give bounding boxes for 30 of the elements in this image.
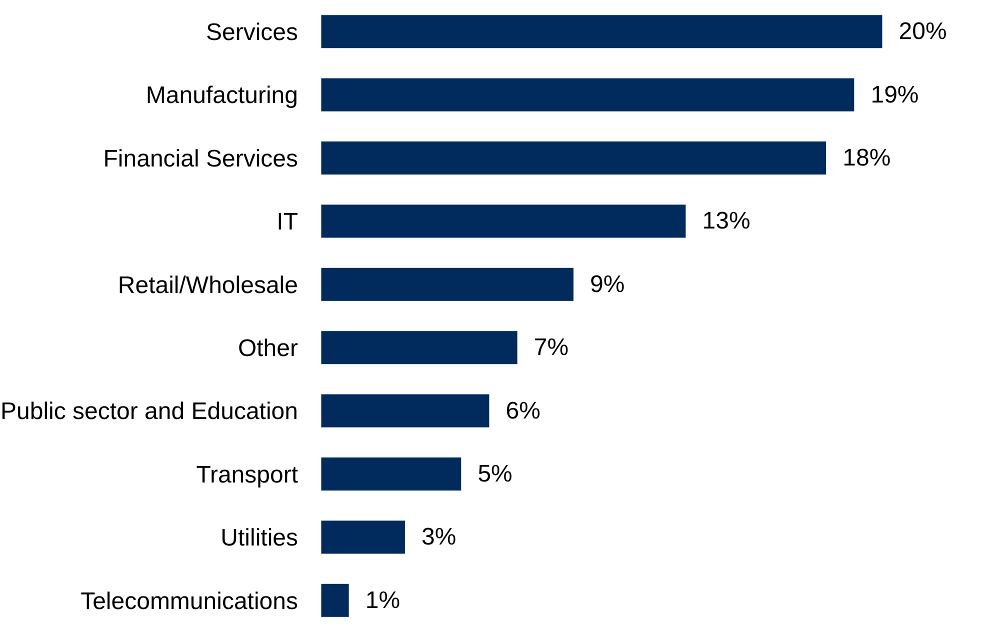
bar <box>321 330 518 365</box>
y-tick-label: Manufacturing <box>146 82 298 110</box>
y-tick-label: Services <box>206 19 298 46</box>
data-label: 6% <box>492 397 540 424</box>
y-tick-label: IT <box>276 208 298 236</box>
y-tick-label: Transport <box>196 461 298 488</box>
data-label: 1% <box>352 586 400 614</box>
y-tick-label: Retail/Wholesale <box>118 272 298 299</box>
data-label: 20% <box>885 18 947 46</box>
data-label: 9% <box>576 270 625 298</box>
y-tick-label: Other <box>238 335 298 362</box>
data-label: 7% <box>520 334 569 362</box>
bar <box>321 78 855 112</box>
y-tick-label: Financial Services <box>103 145 298 172</box>
y-tick-label: Telecommunications <box>80 588 298 615</box>
data-label: 18% <box>829 144 891 172</box>
data-label: 3% <box>408 524 456 551</box>
bar <box>321 267 574 302</box>
data-label: 5% <box>464 460 512 488</box>
bar <box>321 583 350 618</box>
data-label: 13% <box>688 208 750 235</box>
bar <box>321 457 462 491</box>
bar <box>321 204 686 238</box>
data-label: 19% <box>857 81 919 108</box>
bar <box>321 141 827 175</box>
y-tick-label: Utilities <box>220 524 298 552</box>
bar <box>321 520 406 554</box>
bar <box>321 14 883 49</box>
bar <box>321 394 490 428</box>
y-tick-label: Public sector and Education <box>0 398 298 426</box>
